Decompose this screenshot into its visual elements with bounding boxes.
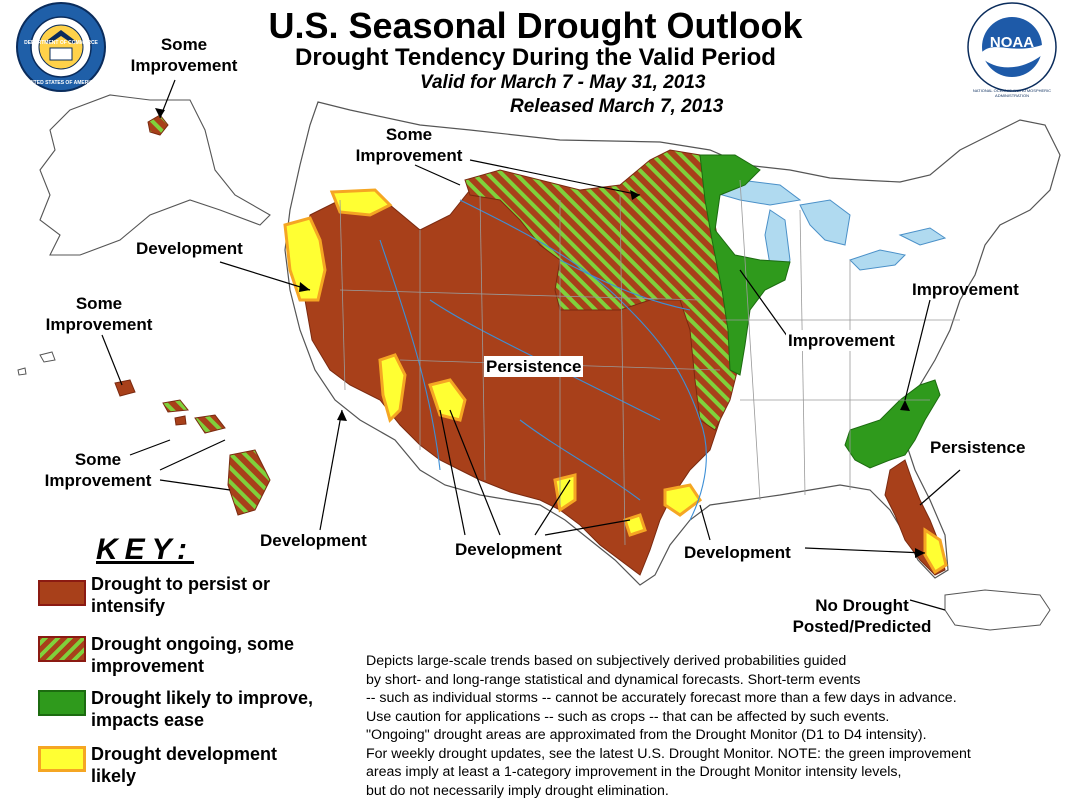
description-line: For weekly drought updates, see the late… [366, 745, 971, 762]
key-swatch-development [38, 746, 86, 772]
label-alaska-some-improvement: Some Improvement [130, 35, 238, 75]
page-subtitle: Drought Tendency During the Valid Period [295, 44, 776, 71]
label-persistence-central: Persistence [484, 356, 584, 377]
hawaii-islands [17, 351, 56, 376]
key-label-ongoing: Drought ongoing, some improvement [91, 634, 294, 676]
description-line: Depicts large-scale trends based on subj… [366, 653, 847, 669]
label-development-southwest: Development [260, 531, 367, 550]
description-line: but do not necessarily imply drought eli… [366, 782, 669, 799]
label-hawaii-some-improvement-top: Some Improvement [45, 294, 153, 334]
noaa-logo [967, 2, 1057, 92]
puerto-rico [944, 589, 1051, 631]
key-label-improve: Drought likely to improve, impacts ease [91, 688, 314, 730]
develop-region-florida [923, 527, 948, 575]
alaska-drought [147, 114, 169, 136]
valid-period: Valid for March 7 - May 31, 2013 [420, 72, 706, 93]
description-line: "Ongoing" drought areas are approximated… [366, 727, 927, 743]
label-arrows [101, 79, 961, 611]
improve-region-southeast [844, 379, 941, 469]
label-northern-some-improvement: Some Improvement [355, 125, 463, 165]
label-development-gulf: Development [684, 543, 791, 562]
release-date: Released March 7, 2013 [510, 96, 724, 117]
key-swatch-improve [38, 690, 86, 716]
alaska-outline [39, 94, 271, 256]
description-line: -- such as individual storms -- cannot b… [366, 690, 957, 706]
label-hawaii-some-improvement-bottom: Some Improvement [44, 450, 152, 490]
description-line: by short- and long-range statistical and… [366, 671, 861, 688]
noaa-text: NOAA [989, 34, 1035, 51]
arrowheads [155, 108, 925, 558]
key-swatch-ongoing [38, 636, 86, 662]
key-swatch-persist [38, 580, 86, 606]
label-development-west: Development [136, 239, 243, 258]
development-areas [283, 188, 703, 537]
hawaii-molokai [162, 399, 189, 413]
key-label-persist: Drought to persist or intensify [91, 574, 270, 616]
description-line: areas imply at least a 1-category improv… [366, 764, 902, 780]
hawaii-big-island [227, 449, 271, 516]
description-line: Use caution for applications -- such as … [366, 708, 890, 725]
commerce-seal [16, 2, 106, 92]
page-title: U.S. Seasonal Drought Outlook [268, 5, 803, 46]
description-text: Depicts large-scale trends based on subj… [366, 652, 1056, 800]
key-label-development: Drought development likely [91, 744, 278, 786]
commerce-seal-text: DEPARTMENT OF COMMERCE [24, 40, 98, 46]
label-improvement-east: Improvement [912, 280, 1019, 299]
label-no-drought: No Drought Posted/Predicted [792, 596, 932, 636]
key-title: KEY: [96, 533, 195, 566]
label-development-texas: Development [455, 540, 562, 559]
hawaii-lanai [174, 415, 187, 426]
commerce-seal-text-bottom: UNITED STATES OF AMERICA [25, 80, 97, 86]
label-improvement-midwest: Improvement [786, 330, 897, 351]
label-persistence-southeast: Persistence [930, 438, 1026, 457]
hawaii-oahu [114, 379, 136, 397]
noaa-ring-text: NATIONAL OCEANIC AND ATMOSPHERIC ADMINIS… [972, 88, 1052, 98]
hawaii-maui [194, 414, 226, 434]
